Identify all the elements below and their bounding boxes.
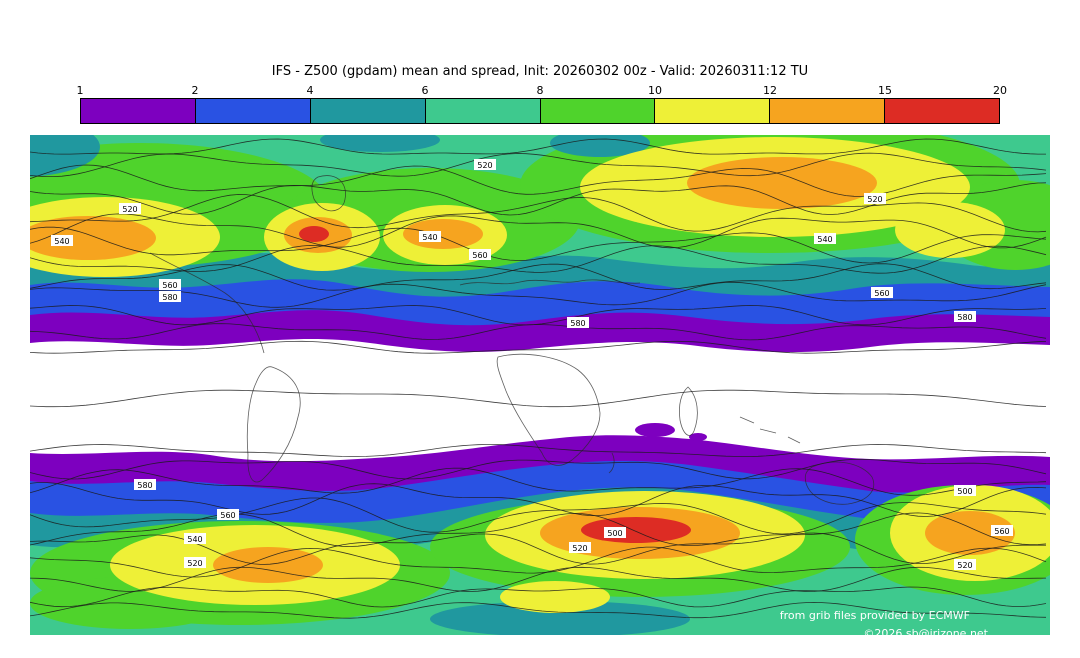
contour-label-text: 540 — [422, 233, 437, 242]
colorbar-tick: 1 — [76, 84, 84, 97]
z500-contour-line — [30, 194, 1047, 233]
contour-label-text: 560 — [220, 511, 235, 520]
z500-contour-line — [30, 389, 1047, 408]
colorbar-tick: 10 — [648, 84, 662, 97]
contour-label-text: 500 — [607, 529, 622, 538]
contour-lines — [30, 138, 1047, 619]
equator-white-band — [30, 339, 1050, 462]
colorbar-tick: 6 — [421, 84, 429, 97]
weather-map-svg: 520 540 560 580 520 540 560 580 520 540 560 580 580 5… — [30, 135, 1050, 635]
contour-label-text: 540 — [187, 535, 202, 544]
contour-label-text: 580 — [162, 293, 177, 302]
contour-label-box — [51, 235, 73, 246]
z500-contour-line — [30, 532, 1046, 565]
z500-contour-line — [30, 546, 1047, 578]
colorbar-segment — [425, 99, 541, 123]
colorbar-segment — [885, 99, 999, 123]
contour-label-box — [604, 527, 626, 538]
z500-contour-line — [30, 213, 1047, 249]
contour-label-box — [871, 287, 893, 298]
z500-contour-line — [30, 226, 1047, 264]
contour-label-box — [184, 533, 206, 544]
colorbar-bar — [80, 98, 1000, 124]
contour-label-text: 560 — [874, 289, 889, 298]
z500-contour-line — [30, 305, 1047, 326]
contour-label-box — [864, 193, 886, 204]
z500-contour-line — [30, 512, 1047, 547]
z500-contour-line — [30, 586, 1047, 608]
colorbar-tick: 20 — [993, 84, 1007, 97]
contour-label-box — [159, 291, 181, 302]
colorbar-tick: 2 — [191, 84, 199, 97]
z500-contour-line — [30, 444, 1047, 457]
contour-label-text: 520 — [477, 161, 492, 170]
contour-label-box — [217, 509, 239, 520]
colorbar-tick-labels: 1 2 4 6 8 10 12 15 20 — [76, 84, 1008, 98]
credit-ecmwf: from grib files provided by ECMWF — [779, 609, 970, 622]
contour-label-box — [474, 159, 496, 170]
contour-label-box — [159, 279, 181, 290]
contour-label-box — [567, 317, 589, 328]
contour-label-box — [134, 479, 156, 490]
z500-contour-line — [30, 340, 1047, 354]
colorbar-tick: 8 — [536, 84, 544, 97]
contour-label-text: 520 — [957, 561, 972, 570]
contour-label-box — [954, 311, 976, 322]
contour-label-box — [569, 542, 591, 553]
z500-contour-line — [30, 458, 1047, 480]
contour-label-text: 560 — [472, 251, 487, 260]
coastlines — [149, 175, 874, 505]
contour-label-box — [419, 231, 441, 242]
contour-label-text: 560 — [994, 527, 1009, 536]
colorbar-segment — [770, 99, 886, 123]
contour-label-text: 520 — [572, 544, 587, 553]
contour-label-box — [184, 557, 206, 568]
colorbar-segment — [195, 99, 311, 123]
contour-label-text: 540 — [54, 237, 69, 246]
colorbar-tick: 12 — [763, 84, 777, 97]
contour-label-text: 580 — [957, 313, 972, 322]
contour-label-text: 580 — [137, 481, 152, 490]
contour-label-box — [814, 233, 836, 244]
colorbar-segment — [310, 99, 426, 123]
chart-title: IFS - Z500 (gpdam) mean and spread, Init… — [271, 64, 809, 79]
contour-label-text: 540 — [817, 235, 832, 244]
colorbar-segment — [81, 99, 196, 123]
z500-contour-line — [30, 263, 1047, 291]
z500-contour-line — [30, 138, 1046, 155]
colorbar-tick: 15 — [878, 84, 892, 97]
contour-label-text: 500 — [957, 487, 972, 496]
credit-author: ©2026 sb@irizone.net — [863, 627, 988, 635]
contour-label-box — [954, 559, 976, 570]
contour-label-box — [991, 525, 1013, 536]
colorbar: 1 2 4 6 8 10 12 15 20 — [76, 84, 1008, 124]
contour-label-text: 560 — [162, 281, 177, 290]
map-panel: 520 540 560 580 520 540 560 580 520 540 560 580 580 5… — [30, 135, 1050, 635]
colorbar-segment — [655, 99, 771, 123]
contour-label-text: 520 — [122, 205, 137, 214]
colorbar-tick: 4 — [306, 84, 314, 97]
contour-label-text: 520 — [187, 559, 202, 568]
z500-contour-line — [30, 566, 1047, 592]
z500-contour-line — [30, 244, 1047, 274]
contour-label-text: 580 — [570, 319, 585, 328]
equator-purple-islands — [635, 423, 707, 441]
z500-contour-line — [30, 152, 1047, 177]
contour-label-text: 520 — [867, 195, 882, 204]
contour-label-box — [469, 249, 491, 260]
z500-contour-line — [30, 467, 1047, 496]
z500-contour-line — [30, 281, 1047, 308]
colorbar-segment — [540, 99, 656, 123]
z500-contour-line — [30, 601, 1047, 619]
contour-labels: 520 540 560 580 520 540 560 580 520 540 560 580 580 5… — [51, 159, 1013, 570]
contour-label-box — [119, 203, 141, 214]
z500-contour-line — [30, 323, 1047, 341]
spread-maxima-layer — [30, 135, 1050, 635]
contour-label-box — [954, 485, 976, 496]
